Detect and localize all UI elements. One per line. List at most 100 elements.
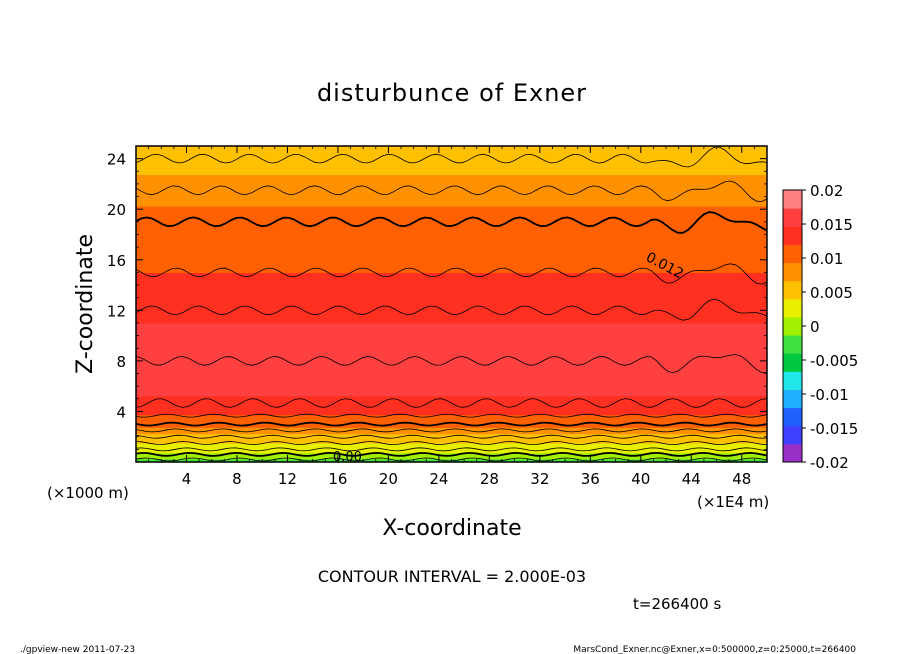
- field-band: [136, 206, 767, 210]
- field-band: [136, 364, 767, 368]
- field-band: [136, 288, 767, 292]
- field-band: [136, 310, 767, 315]
- y-tick-label: 8: [116, 353, 126, 371]
- heatmap-field: [136, 146, 767, 463]
- field-band: [136, 297, 767, 302]
- colorbar-swatch: [783, 190, 802, 209]
- field-band: [136, 446, 767, 450]
- colorbar-swatch: [783, 353, 802, 372]
- field-band: [136, 313, 767, 318]
- field-band: [136, 161, 767, 166]
- colorbar-tick-label: -0.015: [810, 420, 858, 438]
- field-band: [136, 335, 767, 340]
- field-band: [136, 190, 767, 194]
- field-band: [136, 351, 767, 356]
- field-band: [136, 439, 767, 444]
- field-band: [136, 348, 767, 352]
- colorbar-swatch: [783, 335, 802, 354]
- field-band: [136, 234, 767, 239]
- x-axis-label: X-coordinate: [382, 516, 521, 541]
- colorbar-swatch: [783, 407, 802, 427]
- field-band: [136, 294, 767, 299]
- colorbar-tick-label: 0.02: [810, 182, 843, 200]
- field-band: [136, 174, 767, 179]
- contour-line: [135, 263, 768, 285]
- field-band: [136, 316, 767, 321]
- colorbar-tick-label: -0.005: [810, 352, 858, 370]
- field-band: [136, 383, 767, 387]
- field-band: [136, 180, 767, 185]
- y-axis: 4 8 12 16 20 24: [107, 151, 767, 450]
- colorbar-tick-label: -0.01: [810, 386, 849, 404]
- field-band: [136, 256, 767, 261]
- field-band: [136, 304, 767, 308]
- field-band: [136, 405, 767, 409]
- colorbar-tick-label: -0.02: [810, 454, 849, 472]
- contour-line: [135, 211, 768, 234]
- field-band: [136, 199, 767, 204]
- field-band: [136, 193, 767, 198]
- field-band: [136, 215, 767, 220]
- field-band: [136, 221, 767, 226]
- footer-left: ./gpview-new 2011-07-23: [20, 645, 135, 654]
- x-tick-label: 20: [379, 470, 398, 488]
- colorbar-swatch: [783, 244, 802, 264]
- field-band: [136, 401, 767, 406]
- field-band: [136, 259, 767, 264]
- field-band: [136, 243, 767, 248]
- x-tick-label: 28: [480, 470, 499, 488]
- contour-line: [135, 180, 768, 202]
- field-band: [136, 443, 767, 447]
- field-band: [136, 275, 767, 280]
- field-band: [136, 237, 767, 242]
- field-band: [136, 424, 767, 428]
- field-band: [136, 373, 767, 378]
- field-band: [136, 338, 767, 343]
- field-band: [136, 376, 767, 381]
- field-band: [136, 240, 767, 245]
- field-band: [136, 285, 767, 289]
- plot-area: [135, 145, 768, 463]
- field-band: [136, 262, 767, 267]
- field-band: [136, 455, 767, 460]
- x-unit-right: (×1E4 m): [697, 493, 769, 511]
- y-axis-label: Z-coordinate: [73, 234, 98, 374]
- field-band: [136, 449, 767, 454]
- field-band: [136, 269, 767, 273]
- field-band: [136, 319, 767, 324]
- x-tick-label: 48: [732, 470, 751, 488]
- field-band: [136, 433, 767, 438]
- field-band: [136, 395, 767, 400]
- colorbar-swatch: [783, 389, 802, 409]
- colorbar-swatch: [783, 262, 802, 282]
- field-band: [136, 417, 767, 422]
- colorbar-swatch: [783, 280, 802, 300]
- field-band: [136, 430, 767, 435]
- colorbar-tick-label: 0.015: [810, 216, 853, 234]
- contour-line: [135, 413, 768, 418]
- x-tick-label: 4: [182, 470, 192, 488]
- contour-interval: CONTOUR INTERVAL = 2.000E-03: [318, 567, 586, 586]
- field-band: [136, 155, 767, 160]
- field-band: [136, 228, 767, 232]
- x-tick-label: 24: [429, 470, 448, 488]
- field-band: [136, 291, 767, 296]
- x-tick-label: 36: [581, 470, 600, 488]
- contour-line: [135, 354, 768, 374]
- colorbar: 0.02 0.015 0.01 0.005 0 -0.005 -0.01 -0.015 -0.0…: [782, 182, 858, 472]
- time-label: t=266400 s: [633, 595, 721, 613]
- x-tick-label: 32: [530, 470, 549, 488]
- field-band: [136, 202, 767, 207]
- field-band: [136, 389, 767, 394]
- colorbar-swatch: [783, 443, 802, 463]
- field-band: [136, 452, 767, 457]
- footer-right: MarsCond_Exner.nc@Exner,x=0:500000,z=0:2…: [573, 645, 856, 654]
- field-band: [136, 398, 767, 403]
- contour-line: [135, 434, 768, 439]
- y-tick-label: 16: [107, 252, 126, 270]
- field-band: [136, 218, 767, 223]
- contour-line: [135, 447, 768, 452]
- field-band: [136, 332, 767, 337]
- field-band: [136, 278, 767, 283]
